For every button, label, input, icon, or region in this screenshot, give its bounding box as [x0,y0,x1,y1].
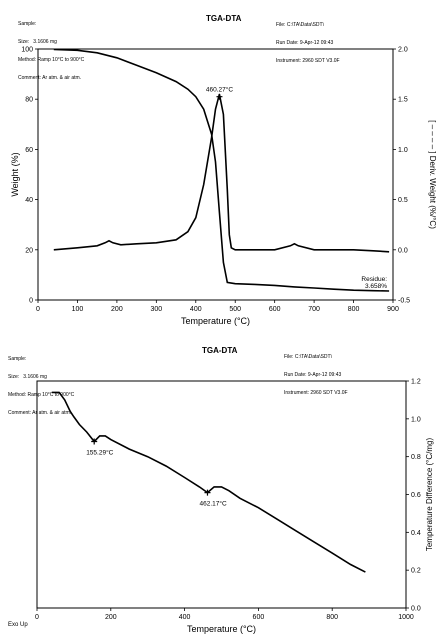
top-header-method: Method: Ramp 10°C to 900°C [18,57,85,63]
tga-plot-frame [37,48,394,301]
peak-marker [216,93,223,100]
dta-y-tick-label: 0.4 [411,530,421,537]
dta-y-tick-label: 0.2 [411,568,421,575]
tga-x-tick-label: 200 [111,306,123,313]
top-header-file: File: C:\TA\Data\SDT\ [276,22,324,28]
dta-y-tick-label: 0.0 [411,606,421,613]
tga-y-tick-label: 100 [21,47,33,54]
tga-x-tick-label: 900 [387,306,399,313]
weight-line [53,48,390,292]
tga-y-tick-label: 80 [25,97,33,104]
tga-x-tick-label: 400 [190,306,202,313]
dta-x-tick-label: 600 [253,614,265,621]
bottom-header-size: Size: 3.1606 mg [8,374,47,380]
dta-x-tick-label: 400 [179,614,191,621]
dta-y-tick-label: 0.6 [411,492,421,499]
tga-x-axis-label: Temperature (°C) [181,316,250,326]
tga-y2-axis-label: [ – – – – ] Deriv. Weight (%/°C) [428,120,437,229]
tga-y2-tick-label: 2.0 [398,47,408,54]
dta-plot-frame [36,380,407,609]
bottom-header-sample: Sample: [8,356,27,362]
dta-y-tick-label: 0.8 [411,454,421,461]
dta-peak-annotation: 155.29°C [86,449,113,457]
temperature-difference-line [51,391,366,573]
tga-x-tick-label: 300 [150,306,162,313]
tga-x-tick-label: 100 [72,306,84,313]
residue-label: Residue: [361,276,387,283]
tga-x-tick-label: 500 [229,306,241,313]
tga-y2-tick-label: 1.0 [398,147,408,154]
dta-x-tick-label: 200 [105,614,117,621]
dta-x-tick-label: 0 [35,614,39,621]
bottom-header-run-date: Run Date: 9-Apr-12 09:43 [284,372,342,378]
top-header-sample: Sample: [18,21,37,27]
dta-peak-marker [91,438,98,445]
bottom-header-instrument: Instrument: 2960 SDT V3.0F [284,390,348,396]
tga-x-tick-label: 600 [269,306,281,313]
peak-annotation: 460.27°C [206,86,233,94]
bottom-header-left: Sample: Size: 3.1606 mg Method: Ramp 10°… [8,344,74,422]
dta-x-axis-label: Temperature (°C) [187,624,256,634]
top-chart-title: TGA-DTA [206,14,242,23]
bottom-chart-title: TGA-DTA [202,346,238,355]
tga-y-tick-label: 40 [25,197,33,204]
bottom-header-right: File: C:\TA\Data\SDT\ Run Date: 9-Apr-12… [284,342,348,402]
top-header-instrument: Instrument: 2960 SDT V3.0F [276,58,340,64]
exo-up-label: Exo Up [8,622,28,628]
tga-y2-tick-label: 0.0 [398,247,408,254]
tga-y-tick-label: 20 [25,247,33,254]
dta-y-tick-label: 1.0 [411,416,421,423]
tga-y-tick-label: 0 [29,298,33,305]
dta-y-tick-label: 1.2 [411,379,421,386]
dta-x-tick-label: 800 [326,614,338,621]
tga-y2-tick-label: 1.5 [398,97,408,104]
dta-x-tick-label: 1000 [398,614,414,621]
tga-y-axis-label: Weight (%) [10,152,20,196]
dta-y-axis-label: Temperature Difference (°C/mg) [425,438,434,552]
bottom-header-method: Method: Ramp 10°C to 900°C [8,392,75,398]
tga-x-tick-label: 700 [308,306,320,313]
dta-peak-marker [204,489,211,496]
top-header-comment: Comment: Ar atm. & air atm. [18,75,82,81]
bottom-header-comment: Comment: Ar atm. & air atm. [8,410,72,416]
bottom-header-file: File: C:\TA\Data\SDT\ [284,354,332,360]
tga-x-tick-label: 0 [36,306,40,313]
residue-value: 3.658% [365,283,387,290]
dta-peak-annotation: 462.17°C [199,500,226,508]
top-header-left: Sample: Size: 3.1606 mg Method: Ramp 10°… [18,9,84,87]
tga-x-tick-label: 800 [348,306,360,313]
tga-y-tick-label: 60 [25,147,33,154]
top-header-run-date: Run Date: 9-Apr-12 09:43 [276,40,334,46]
tga-y2-tick-label: -0.5 [398,298,410,305]
top-header-size: Size: 3.1606 mg [18,39,57,45]
tga-y2-tick-label: 0.5 [398,197,408,204]
top-header-right: File: C:\TA\Data\SDT\ Run Date: 9-Apr-12… [276,10,340,70]
tga-chart: 0 100 200 300 400 500 600 700 800 900 0 20 40 60 80 100… [10,47,437,327]
